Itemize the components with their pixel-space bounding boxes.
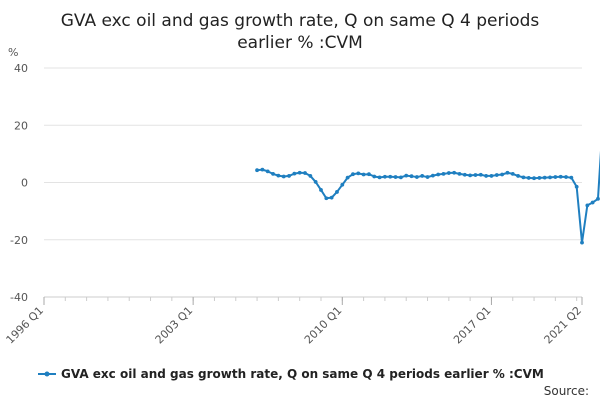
data-point[interactable] bbox=[361, 172, 366, 177]
data-point[interactable] bbox=[388, 174, 393, 179]
data-point[interactable] bbox=[484, 174, 489, 178]
data-point[interactable] bbox=[393, 175, 398, 179]
data-point[interactable] bbox=[580, 240, 584, 245]
data-point[interactable] bbox=[260, 167, 265, 172]
y-tick-label: 0 bbox=[21, 177, 28, 190]
data-point[interactable] bbox=[351, 172, 355, 177]
data-point[interactable] bbox=[409, 174, 414, 179]
y-tick-label: 40 bbox=[14, 62, 28, 75]
data-point[interactable] bbox=[414, 175, 419, 179]
data-point[interactable] bbox=[420, 174, 425, 178]
data-point[interactable] bbox=[430, 173, 435, 178]
data-point[interactable] bbox=[255, 168, 259, 173]
chart-title-line-2: earlier % :CVM bbox=[237, 33, 363, 53]
data-point[interactable] bbox=[468, 173, 473, 178]
data-point[interactable] bbox=[489, 174, 494, 178]
data-point[interactable] bbox=[276, 173, 281, 178]
data-point[interactable] bbox=[446, 171, 451, 175]
data-point[interactable] bbox=[377, 175, 382, 180]
data-point[interactable] bbox=[585, 203, 590, 208]
data-point[interactable] bbox=[569, 175, 574, 180]
data-point[interactable] bbox=[313, 180, 318, 184]
data-point[interactable] bbox=[574, 184, 579, 189]
data-point[interactable] bbox=[265, 169, 270, 174]
data-point[interactable] bbox=[281, 174, 286, 179]
data-point[interactable] bbox=[532, 176, 536, 181]
data-point[interactable] bbox=[516, 174, 520, 178]
data-point[interactable] bbox=[297, 170, 302, 175]
data-point[interactable] bbox=[436, 172, 441, 177]
data-point[interactable] bbox=[308, 174, 313, 178]
x-tick-label: 2003 Q1 bbox=[153, 304, 196, 347]
data-point[interactable] bbox=[335, 190, 339, 194]
data-point[interactable] bbox=[494, 173, 499, 177]
data-point[interactable] bbox=[452, 170, 457, 175]
chart-title-line-1: GVA exc oil and gas growth rate, Q on sa… bbox=[61, 11, 540, 31]
y-tick-labels: 40 20 0 -20 -40 bbox=[10, 62, 28, 304]
x-tick-label: 2017 Q1 bbox=[451, 304, 494, 347]
data-point[interactable] bbox=[319, 188, 323, 192]
data-point[interactable] bbox=[510, 172, 515, 176]
x-tick-label: 2010 Q1 bbox=[302, 304, 345, 347]
data-point[interactable] bbox=[521, 175, 526, 180]
data-point[interactable] bbox=[537, 176, 542, 180]
y-axis-label: % bbox=[8, 46, 18, 59]
data-point[interactable] bbox=[398, 175, 403, 180]
data-point[interactable] bbox=[564, 175, 568, 179]
y-tick-label: 20 bbox=[14, 119, 28, 132]
data-point[interactable] bbox=[457, 172, 462, 176]
data-point[interactable] bbox=[271, 172, 275, 176]
data-point[interactable] bbox=[345, 175, 350, 180]
data-point[interactable] bbox=[478, 172, 483, 177]
data-point[interactable] bbox=[404, 173, 409, 178]
data-point[interactable] bbox=[324, 196, 329, 201]
data-point[interactable] bbox=[303, 171, 307, 175]
data-point[interactable] bbox=[329, 195, 334, 200]
data-point[interactable] bbox=[462, 172, 467, 177]
legend-label: GVA exc oil and gas growth rate, Q on sa… bbox=[61, 367, 544, 381]
data-point[interactable] bbox=[473, 173, 478, 177]
x-tick-labels: 1996 Q1 2003 Q1 2010 Q1 2017 Q1 2021 Q2 bbox=[4, 304, 585, 347]
data-point[interactable] bbox=[383, 174, 387, 179]
data-point[interactable] bbox=[287, 174, 291, 178]
data-point[interactable] bbox=[553, 175, 558, 179]
data-point[interactable] bbox=[548, 175, 552, 180]
y-tick-label: -20 bbox=[10, 234, 28, 247]
y-tick-label: -40 bbox=[10, 291, 28, 304]
series-group bbox=[255, 150, 600, 245]
data-point[interactable] bbox=[526, 176, 531, 180]
data-point[interactable] bbox=[292, 171, 297, 176]
data-point[interactable] bbox=[441, 172, 446, 176]
data-point[interactable] bbox=[505, 170, 510, 175]
data-point[interactable] bbox=[367, 172, 371, 177]
legend-point-marker bbox=[44, 371, 50, 377]
data-point[interactable] bbox=[558, 174, 563, 179]
data-point[interactable] bbox=[500, 172, 504, 177]
data-point[interactable] bbox=[372, 174, 377, 179]
grid bbox=[43, 67, 583, 305]
data-point[interactable] bbox=[425, 175, 430, 179]
data-point[interactable] bbox=[356, 171, 361, 176]
x-tick-label: 1996 Q1 bbox=[4, 304, 47, 347]
data-point[interactable] bbox=[590, 200, 595, 205]
legend[interactable]: GVA exc oil and gas growth rate, Q on sa… bbox=[38, 367, 544, 381]
source-label: Source: bbox=[544, 384, 589, 398]
data-point[interactable] bbox=[542, 175, 547, 180]
data-point[interactable] bbox=[340, 182, 345, 187]
data-point[interactable] bbox=[596, 196, 600, 201]
x-tick-label: 2021 Q2 bbox=[542, 304, 585, 347]
